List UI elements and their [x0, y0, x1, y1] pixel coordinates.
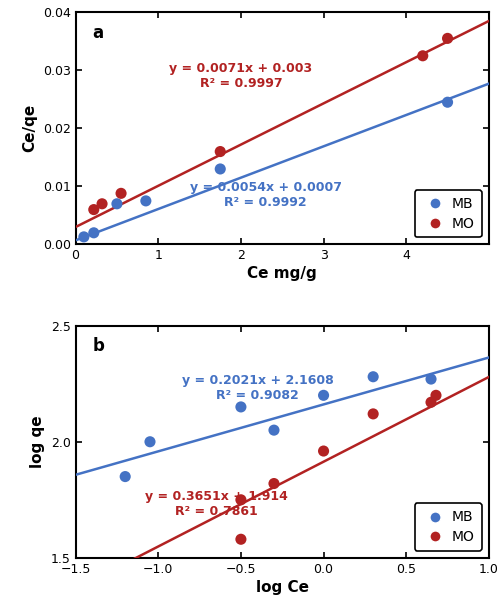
Text: y = 0.0054x + 0.0007
R² = 0.9992: y = 0.0054x + 0.0007 R² = 0.9992 — [190, 181, 342, 209]
Point — [270, 425, 278, 435]
Text: y = 0.0071x + 0.003
R² = 0.9997: y = 0.0071x + 0.003 R² = 0.9997 — [169, 62, 312, 90]
Y-axis label: Ce/qe: Ce/qe — [22, 104, 37, 153]
Point — [90, 205, 98, 215]
Point — [216, 164, 224, 174]
Point — [121, 471, 129, 481]
Point — [320, 446, 328, 456]
Point — [432, 390, 440, 400]
Legend: MB, MO: MB, MO — [415, 503, 482, 551]
Point — [270, 479, 278, 489]
Point — [320, 390, 328, 400]
Point — [117, 188, 125, 198]
Point — [216, 147, 224, 156]
Point — [146, 437, 154, 447]
Point — [113, 199, 121, 208]
X-axis label: Ce mg/g: Ce mg/g — [247, 267, 317, 281]
Text: y = 0.2021x + 2.1608
R² = 0.9082: y = 0.2021x + 2.1608 R² = 0.9082 — [181, 375, 333, 402]
Point — [237, 402, 245, 412]
Point — [444, 97, 452, 107]
Point — [98, 199, 106, 208]
Point — [80, 232, 88, 242]
Point — [444, 34, 452, 44]
Point — [237, 535, 245, 544]
Point — [142, 196, 150, 206]
Point — [419, 51, 427, 61]
Text: a: a — [92, 24, 103, 42]
Legend: MB, MO: MB, MO — [415, 190, 482, 237]
Text: y = 0.3651x + 1.914
R² = 0.7861: y = 0.3651x + 1.914 R² = 0.7861 — [145, 490, 288, 519]
X-axis label: log Ce: log Ce — [256, 580, 309, 595]
Y-axis label: log qe: log qe — [30, 416, 45, 468]
Text: b: b — [92, 337, 104, 356]
Point — [369, 372, 377, 382]
Point — [90, 228, 98, 238]
Point — [427, 374, 435, 384]
Point — [237, 495, 245, 504]
Point — [427, 397, 435, 407]
Point — [369, 409, 377, 419]
